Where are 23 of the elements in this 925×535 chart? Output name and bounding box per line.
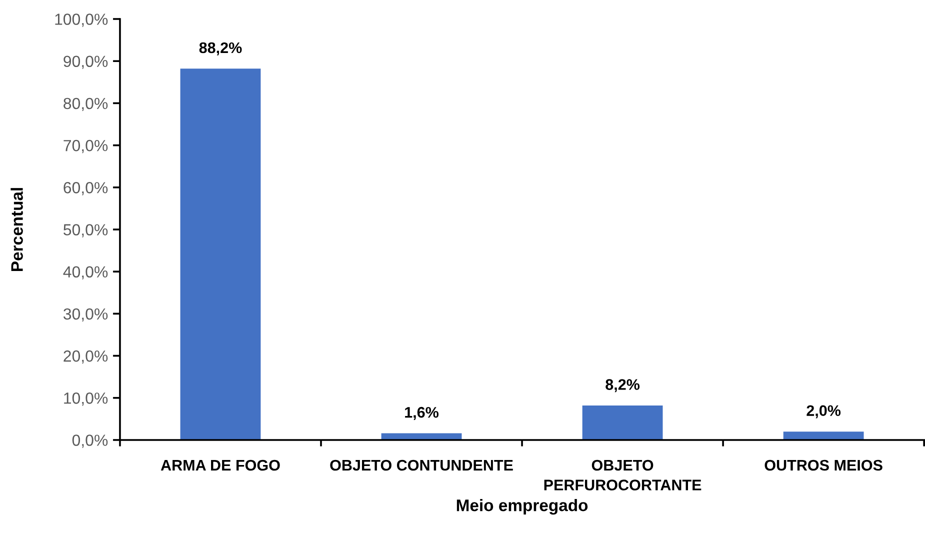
x-axis-title: Meio empregado — [456, 499, 588, 515]
y-tick-label: 90,0% — [64, 56, 108, 69]
x-tick-label: ARMA DE FOGO — [160, 460, 280, 471]
bar — [180, 68, 261, 440]
y-tick-label: 70,0% — [64, 140, 108, 154]
y-tick-label: 40,0% — [63, 266, 108, 280]
data-label: 8,2% — [606, 379, 640, 392]
y-axis-title: Percentual — [10, 188, 23, 271]
y-tick-label: 0,0% — [72, 434, 108, 448]
y-tick-label: 50,0% — [64, 224, 108, 238]
y-tick-label: 60,0% — [64, 182, 108, 196]
y-tick-label: 100,0% — [55, 14, 108, 27]
y-tick-label: 80,0% — [64, 98, 108, 112]
x-tick-label: OUTROS MEIOS — [764, 460, 882, 471]
bar — [582, 405, 663, 440]
x-tick-label: OBJETO PERFUROCORTANTE — [544, 460, 702, 490]
y-tick-label: 10,0% — [64, 392, 108, 406]
data-label: 1,6% — [405, 406, 439, 420]
data-label: 2,0% — [806, 405, 841, 418]
y-tick-label: 30,0% — [63, 308, 108, 322]
x-tick-label: OBJETO CONTUNDENTE — [330, 460, 513, 471]
y-tick-label: 20,0% — [64, 350, 108, 364]
data-label: 88,2% — [199, 42, 242, 56]
